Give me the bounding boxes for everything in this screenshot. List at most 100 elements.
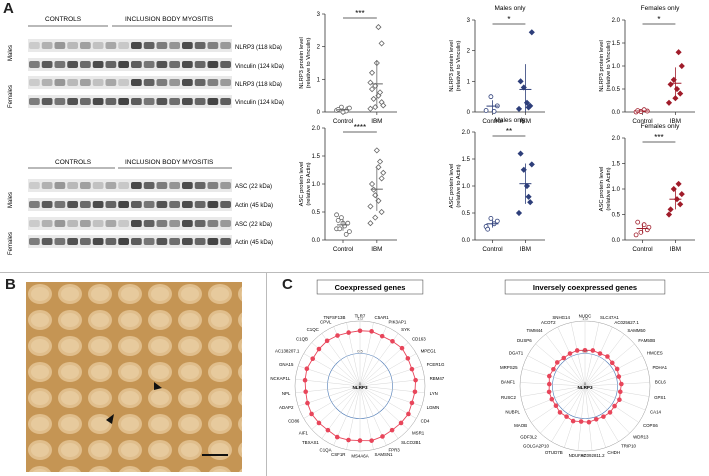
blot-band-lane [169, 42, 180, 49]
radar-point [582, 347, 588, 353]
radar-point [413, 377, 418, 383]
blot-band-lane [105, 42, 117, 49]
radar-gene-label: BANF1 [501, 380, 516, 385]
blot-band-lane [207, 42, 219, 49]
radar-point [567, 351, 573, 356]
blot-band-lane [182, 61, 193, 68]
data-point [527, 199, 534, 206]
blot-band-lane [54, 220, 66, 227]
blot-band-lane [54, 182, 66, 189]
y-tick-label: 0.0 [612, 238, 621, 244]
blot-band-lane [207, 182, 219, 189]
data-point [528, 29, 535, 36]
horizontal-divider [0, 272, 709, 273]
data-point [376, 158, 384, 165]
data-point [376, 89, 384, 96]
blot-band-lane [220, 220, 231, 227]
scatter-chart-2: 0 1 2 3 Males only NLRP3 protein level (relati… [449, 5, 545, 125]
blot-band-lane [220, 79, 231, 86]
radar-point [574, 348, 580, 353]
radar-point [346, 437, 351, 443]
radar-gene-label: LGMN [427, 405, 440, 410]
data-point [678, 191, 685, 198]
data-point [380, 102, 387, 109]
blot-band-lane [54, 42, 66, 49]
x-tick-label: IBM [371, 118, 382, 125]
blot-band-lane [105, 238, 117, 245]
blot-band-lane [182, 42, 193, 49]
blot-top-header-ibm: INCLUSION BODY MYOSITIS [125, 16, 214, 23]
blot-band-lane [194, 220, 206, 227]
blot-band-lane [118, 98, 129, 105]
radar-point [316, 346, 322, 352]
radar-gene-label: FPR3 [388, 447, 400, 452]
blot-band-lane [118, 61, 129, 68]
data-point [339, 215, 344, 221]
y-axis-label: (relative to Vinculin) [306, 38, 312, 89]
panel-letter-c: C [282, 276, 293, 293]
radar-point [605, 354, 610, 359]
significance-label: * [657, 15, 660, 24]
blot-band-lane [92, 238, 104, 245]
y-tick-label: 1.5 [612, 162, 621, 168]
radar-gene-label: CPVL [320, 320, 332, 325]
blot-band-lane [67, 61, 78, 68]
blot-band-lane [41, 79, 53, 86]
blot-band-lane [54, 238, 66, 245]
y-tick-label: 1.5 [312, 154, 321, 160]
y-tick-label: 1 [317, 77, 321, 83]
radar-point [557, 410, 563, 415]
blot-bottom-band-1: ASC (22 kDa) [235, 184, 272, 190]
blot-band-lane [156, 182, 168, 189]
y-tick-label: 0.0 [312, 238, 321, 244]
y-tick-label: 1.5 [462, 157, 471, 163]
data-point [638, 229, 644, 235]
radar-gene-label: HMCES [647, 351, 663, 356]
y-tick-label: 3 [467, 18, 471, 24]
blot-bottom-band-2: Actin (45 kDa) [235, 203, 273, 209]
blot-band-lane [194, 201, 206, 208]
y-tick-label: 0 [317, 110, 321, 116]
y-tick-label: 0.5 [612, 213, 621, 219]
data-point [633, 232, 639, 238]
significance-label: ** [506, 127, 512, 136]
western-blot-top: CONTROLS INCLUSION BODY MYOSITIS Males F… [8, 16, 284, 108]
data-point [378, 175, 385, 182]
y-tick-label: 1.0 [612, 187, 621, 193]
radar-ring-label: 0.5 [582, 349, 588, 354]
radar-title-box [316, 279, 424, 295]
radar-center-label: NLRP3 [577, 385, 593, 390]
blot-band-lane [156, 79, 168, 86]
radar-point [601, 414, 606, 419]
radar-ring-label: 1.0 [357, 316, 363, 321]
radar-point [380, 434, 385, 439]
blot-band-lane [67, 238, 78, 245]
radar-title-box [504, 279, 666, 295]
blot-band-lane [143, 238, 155, 245]
blot-band-lane [41, 98, 53, 105]
blot-band-lane [182, 79, 193, 86]
data-point [367, 220, 374, 227]
y-tick-label: 1.0 [462, 184, 471, 190]
data-point [368, 180, 376, 188]
blot-band-lane [131, 61, 142, 68]
radar-point [379, 333, 385, 339]
y-axis-label: (relative to Vinculin) [606, 41, 612, 92]
blot-band-lane [182, 182, 193, 189]
blot-band-lane [207, 98, 219, 105]
data-point [517, 150, 524, 157]
blot-band-lane [207, 238, 219, 245]
x-tick-label: Control [333, 246, 353, 253]
data-point [517, 78, 524, 85]
radar-gene-label: CD4 [421, 419, 430, 424]
y-axis-label: ASC protein level [299, 162, 305, 207]
radar-gene-label: GNA15 [279, 362, 294, 367]
radar-point [335, 333, 340, 338]
radar-gene-label: NPL [282, 391, 291, 396]
radar-gene-label: GPS1 [654, 395, 666, 400]
radar-gene-label: DGAT1 [509, 351, 524, 356]
data-point [488, 94, 494, 100]
blot-band-lane [143, 201, 155, 208]
y-axis-label: NLRP3 protein level [599, 40, 605, 92]
